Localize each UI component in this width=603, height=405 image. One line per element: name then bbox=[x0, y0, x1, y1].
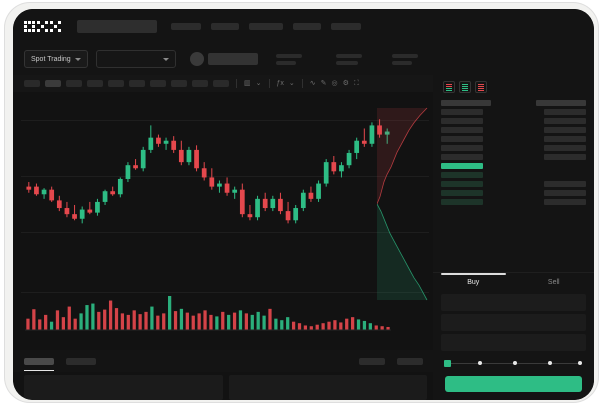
chart-tab-1[interactable] bbox=[24, 357, 54, 371]
bottom-panel-row bbox=[13, 372, 433, 400]
candlestick-chart-icon[interactable]: ▥ bbox=[244, 80, 251, 87]
timeframe-button-3[interactable] bbox=[66, 80, 82, 87]
order-price-input[interactable] bbox=[441, 294, 586, 311]
market-depth-overlay bbox=[377, 107, 428, 301]
orderbook-rows[interactable] bbox=[433, 98, 594, 268]
nav-item-1[interactable] bbox=[171, 22, 201, 30]
timeframe-button-7[interactable] bbox=[150, 80, 166, 87]
slider-handle[interactable] bbox=[444, 360, 451, 367]
fullscreen-icon[interactable]: ⛶ bbox=[353, 80, 359, 87]
timeframe-button-2[interactable] bbox=[45, 80, 61, 87]
bids-only-icon[interactable] bbox=[459, 81, 471, 93]
market-stat-1 bbox=[275, 53, 302, 65]
slider-step-dot[interactable] bbox=[548, 361, 552, 365]
chevron-down-icon[interactable]: ⌄ bbox=[288, 80, 295, 87]
last-price-display bbox=[207, 53, 258, 65]
trading-pair-select[interactable] bbox=[95, 50, 176, 68]
timeframe-button-8[interactable] bbox=[171, 80, 187, 87]
global-search-input[interactable] bbox=[77, 19, 157, 33]
orderbook-bid-row[interactable] bbox=[441, 197, 586, 206]
spot-trading-dropdown[interactable]: Spot Trading bbox=[24, 50, 88, 68]
nav-item-5[interactable] bbox=[331, 22, 361, 30]
tab-buy[interactable]: Buy bbox=[433, 273, 514, 291]
toolbar-divider bbox=[301, 79, 303, 88]
coin-avatar bbox=[189, 52, 204, 66]
timeframe-button-4[interactable] bbox=[87, 80, 103, 87]
orderbook-and-form-panel: Buy Sell bbox=[433, 75, 594, 400]
timeframe-button-9[interactable] bbox=[192, 80, 208, 87]
orderbook-header bbox=[441, 98, 586, 107]
orderbook-bid-row[interactable] bbox=[441, 179, 586, 188]
chart-bottom-tabs bbox=[13, 350, 433, 372]
order-side-tabs: Buy Sell bbox=[433, 272, 594, 291]
orderbook-ask-row[interactable] bbox=[441, 116, 586, 125]
market-stat-3 bbox=[391, 53, 418, 65]
asks-only-icon[interactable] bbox=[475, 81, 487, 93]
orderbook-ask-row[interactable] bbox=[441, 134, 586, 143]
logo-glyph-k bbox=[37, 20, 48, 32]
tab-sell[interactable]: Sell bbox=[547, 279, 560, 286]
timeframe-button-1[interactable] bbox=[24, 80, 40, 87]
slider-step-dot[interactable] bbox=[578, 361, 582, 365]
chevron-down-icon bbox=[162, 57, 169, 61]
chart-gridline bbox=[21, 292, 429, 293]
chevron-down-icon bbox=[74, 57, 81, 61]
logo-glyph-x bbox=[50, 20, 61, 32]
logo-glyph-o bbox=[24, 20, 35, 32]
market-stat-2 bbox=[335, 53, 362, 65]
okx-logo[interactable] bbox=[24, 20, 61, 32]
slider-step-dot[interactable] bbox=[478, 361, 482, 365]
app-header bbox=[13, 9, 594, 43]
price-chart[interactable] bbox=[13, 92, 433, 350]
orderbook-bid-row[interactable] bbox=[441, 188, 586, 197]
device-screen-inner: Spot Trading bbox=[13, 9, 594, 400]
timeframe-button-6[interactable] bbox=[129, 80, 145, 87]
chevron-down-icon[interactable]: ⌄ bbox=[255, 80, 262, 87]
order-amount-slider[interactable] bbox=[444, 360, 582, 368]
nav-item-2[interactable] bbox=[211, 22, 239, 30]
slider-step-dot[interactable] bbox=[513, 361, 517, 365]
spot-trading-label: Spot Trading bbox=[31, 55, 71, 63]
market-subheader: Spot Trading bbox=[13, 43, 594, 75]
orderbook-view-modes bbox=[433, 75, 594, 98]
chart-action-1[interactable] bbox=[359, 357, 385, 365]
chart-gridline bbox=[21, 120, 429, 121]
settings-gear-icon[interactable]: ⚙ bbox=[342, 80, 349, 87]
magnet-icon[interactable]: ◎ bbox=[331, 80, 338, 87]
timeframe-button-5[interactable] bbox=[108, 80, 124, 87]
bottom-panel-right[interactable] bbox=[228, 375, 427, 400]
chart-tab-2[interactable] bbox=[66, 357, 96, 365]
order-total-input[interactable] bbox=[441, 334, 586, 351]
line-tool-icon[interactable]: ∿ bbox=[309, 80, 316, 87]
both-icon[interactable] bbox=[443, 81, 455, 93]
orderbook-last-price bbox=[441, 161, 586, 170]
pencil-icon[interactable]: ✎ bbox=[320, 80, 327, 87]
order-form-fields bbox=[433, 291, 594, 351]
bottom-panel-left[interactable] bbox=[24, 375, 223, 400]
chart-toolbar: ▥ ⌄ ƒx ⌄ ∿ ✎ ◎ ⚙ ⛶ bbox=[13, 75, 433, 92]
device-bezel: Spot Trading bbox=[4, 2, 599, 403]
chart-gridline bbox=[21, 232, 429, 233]
orderbook-ask-row[interactable] bbox=[441, 152, 586, 161]
nav-item-3[interactable] bbox=[249, 22, 283, 30]
order-amount-input[interactable] bbox=[441, 314, 586, 331]
toolbar-divider bbox=[236, 79, 237, 88]
nav-item-4[interactable] bbox=[293, 22, 321, 30]
chart-action-2[interactable] bbox=[397, 357, 423, 365]
orderbook-ask-row[interactable] bbox=[441, 107, 586, 116]
candlestick-series bbox=[25, 119, 391, 331]
orderbook-ask-row[interactable] bbox=[441, 143, 586, 152]
chart-gridline bbox=[21, 176, 429, 177]
okx-trading-app: Spot Trading bbox=[13, 9, 594, 400]
timeframe-button-10[interactable] bbox=[213, 80, 229, 87]
orderbook-ask-row[interactable] bbox=[441, 125, 586, 134]
indicators-icon[interactable]: ƒx bbox=[276, 80, 284, 87]
orderbook-bid-row[interactable] bbox=[441, 170, 586, 179]
toolbar-divider bbox=[268, 79, 270, 88]
submit-buy-button[interactable] bbox=[445, 376, 582, 392]
